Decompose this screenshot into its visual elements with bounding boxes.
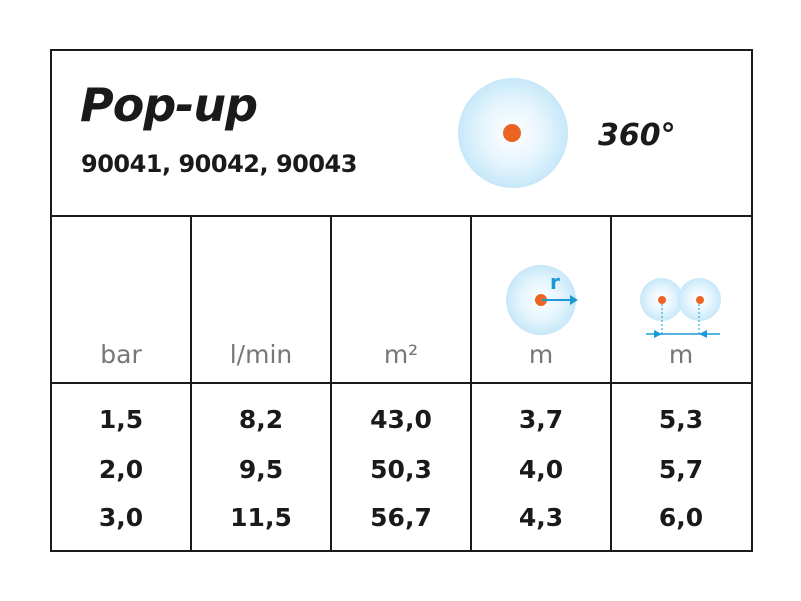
cell: 50,3 [370, 455, 432, 484]
divider [330, 216, 332, 550]
spray-angle: 360° [598, 118, 676, 153]
radius-label: r [550, 270, 560, 294]
spec-table [50, 49, 753, 552]
cell: 8,2 [238, 405, 284, 434]
unit-radius: m [528, 340, 554, 369]
cell: 4,0 [518, 455, 564, 484]
cell: 6,0 [658, 503, 704, 532]
unit-pressure: bar [100, 340, 142, 369]
divider [190, 216, 192, 550]
divider [470, 216, 472, 550]
unit-area: m² [383, 340, 419, 369]
divider [50, 215, 751, 217]
product-title: Pop-up [80, 78, 258, 132]
unit-spacing: m [668, 340, 694, 369]
cell: 11,5 [230, 503, 292, 532]
cell: 3,0 [98, 503, 144, 532]
unit-flow: l/min [229, 340, 293, 369]
cell: 2,0 [98, 455, 144, 484]
cell: 1,5 [98, 405, 144, 434]
cell: 9,5 [238, 455, 284, 484]
cell: 56,7 [370, 503, 432, 532]
cell: 5,3 [658, 405, 704, 434]
divider [610, 216, 612, 550]
cell: 5,7 [658, 455, 704, 484]
divider [50, 382, 751, 384]
cell: 4,3 [518, 503, 564, 532]
cell: 3,7 [518, 405, 564, 434]
product-codes: 90041, 90042, 90043 [81, 150, 357, 178]
nozzle-dot-icon [503, 124, 521, 142]
cell: 43,0 [370, 405, 432, 434]
